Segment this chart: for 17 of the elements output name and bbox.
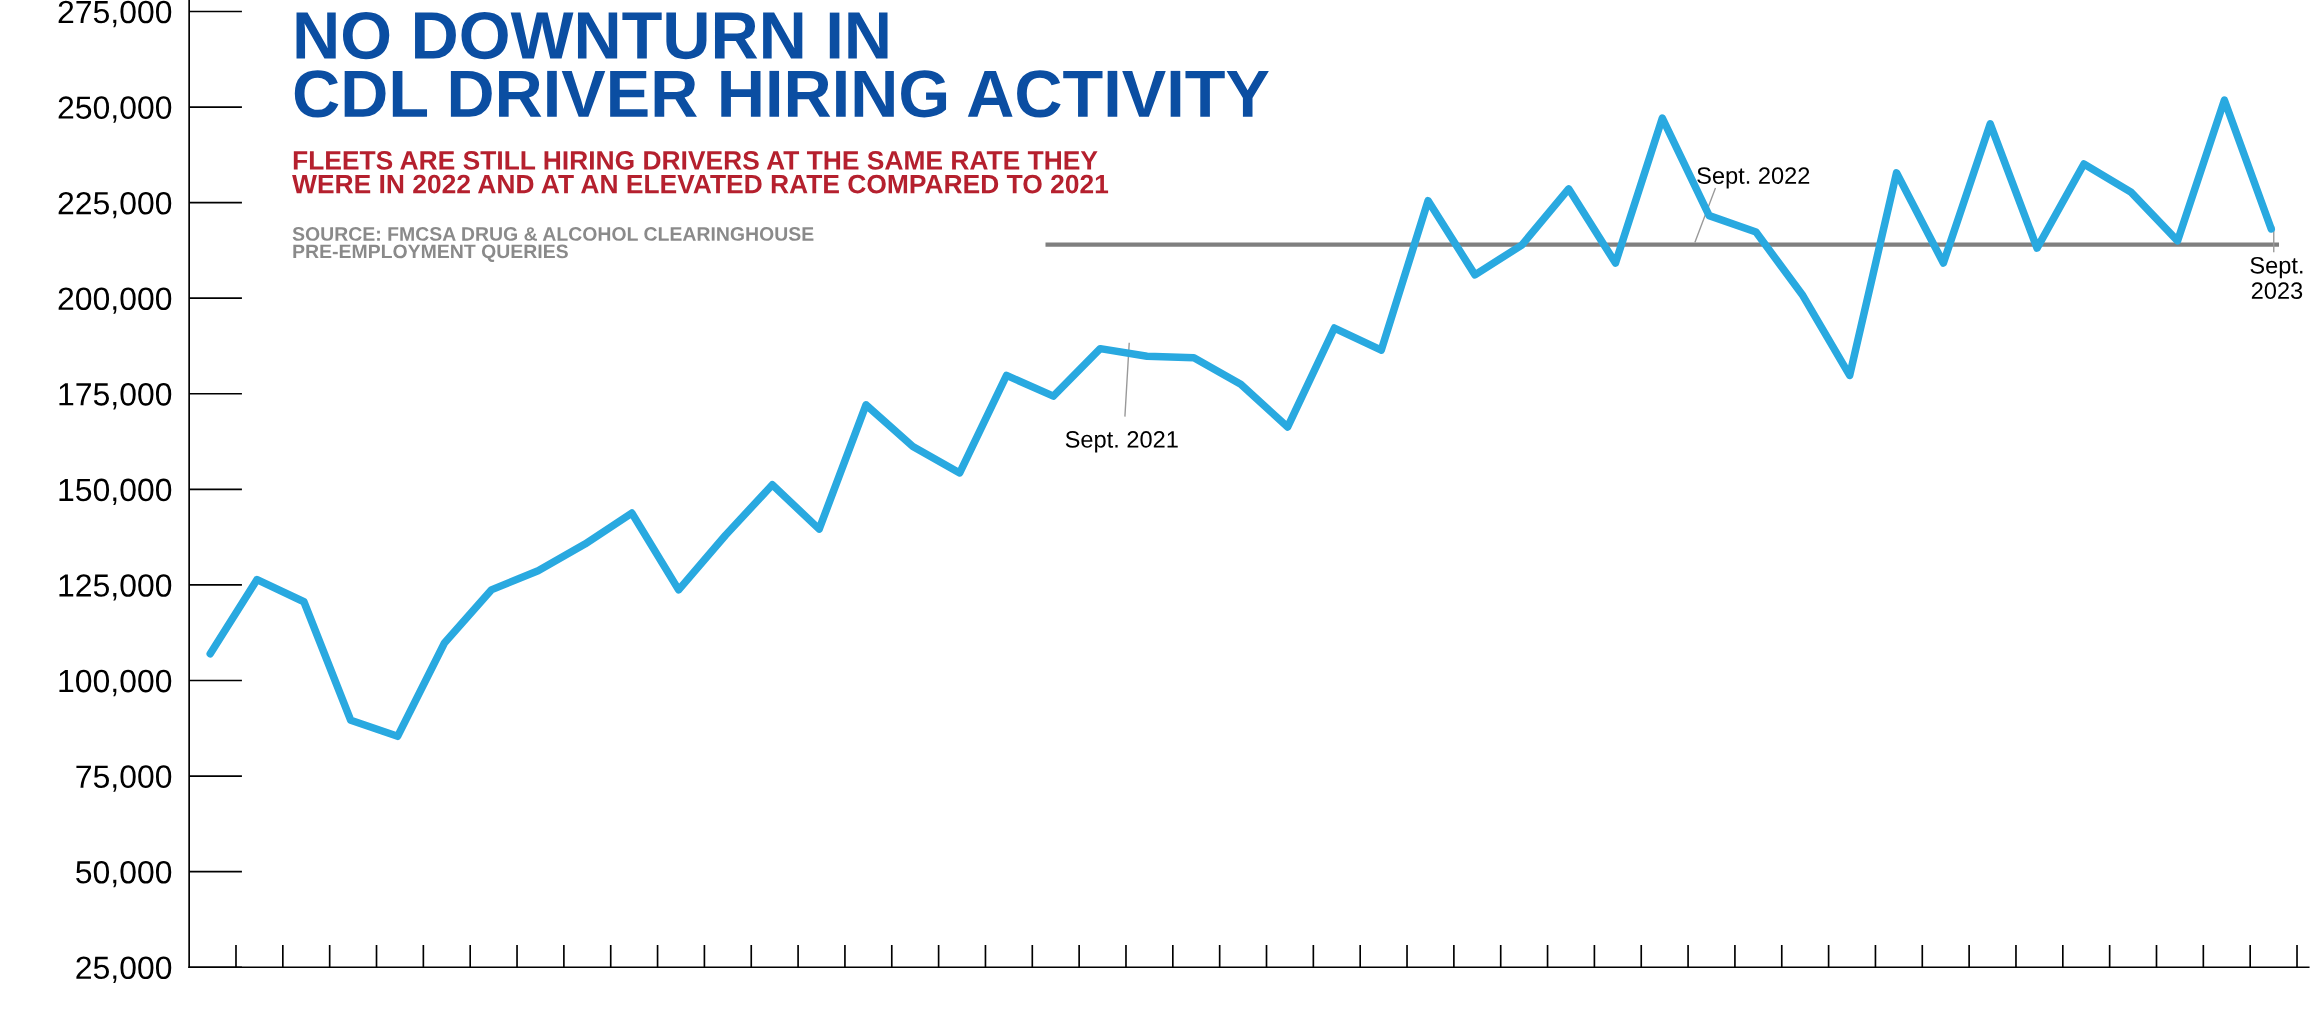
- annotation: Sept. 2023: [2250, 256, 2303, 300]
- chart-title: NO DOWNTURN IN CDL DRIVER HIRING ACTIVITY: [294, 11, 1269, 118]
- y-tick-label: 75,000: [76, 765, 172, 792]
- y-tick-label: 250,000: [58, 96, 172, 123]
- y-tick-label: 225,000: [58, 191, 172, 219]
- y-tick-label: 275,000: [58, 0, 172, 28]
- y-tick-label: 175,000: [59, 383, 172, 410]
- y-tick-label: 200,000: [58, 287, 172, 314]
- y-tick-label: 50,000: [76, 860, 172, 888]
- y-tick-label: 100,000: [59, 669, 172, 697]
- text: FLEETS ARE STILL HIRING DRIVERS AT THE SAME RATE THEY WERE IN 2022 AND AT AN ELEVATED RATE COMPARED TO 2021: [292, 151, 1109, 194]
- y-tick-label: 150,000: [59, 478, 172, 506]
- y-tick-label: 125,000: [59, 574, 172, 601]
- y-tick-label: 25,000: [76, 956, 172, 983]
- annotation: SOURCE: FMCSA DRUG & ALCOHOL CLEARINGHOUSE PRE-EMPLOYMENT QUERIES: [292, 227, 814, 262]
- annotation: Sept. 2022: [1697, 167, 1810, 189]
- annotation: Sept. 2021: [1065, 431, 1178, 453]
